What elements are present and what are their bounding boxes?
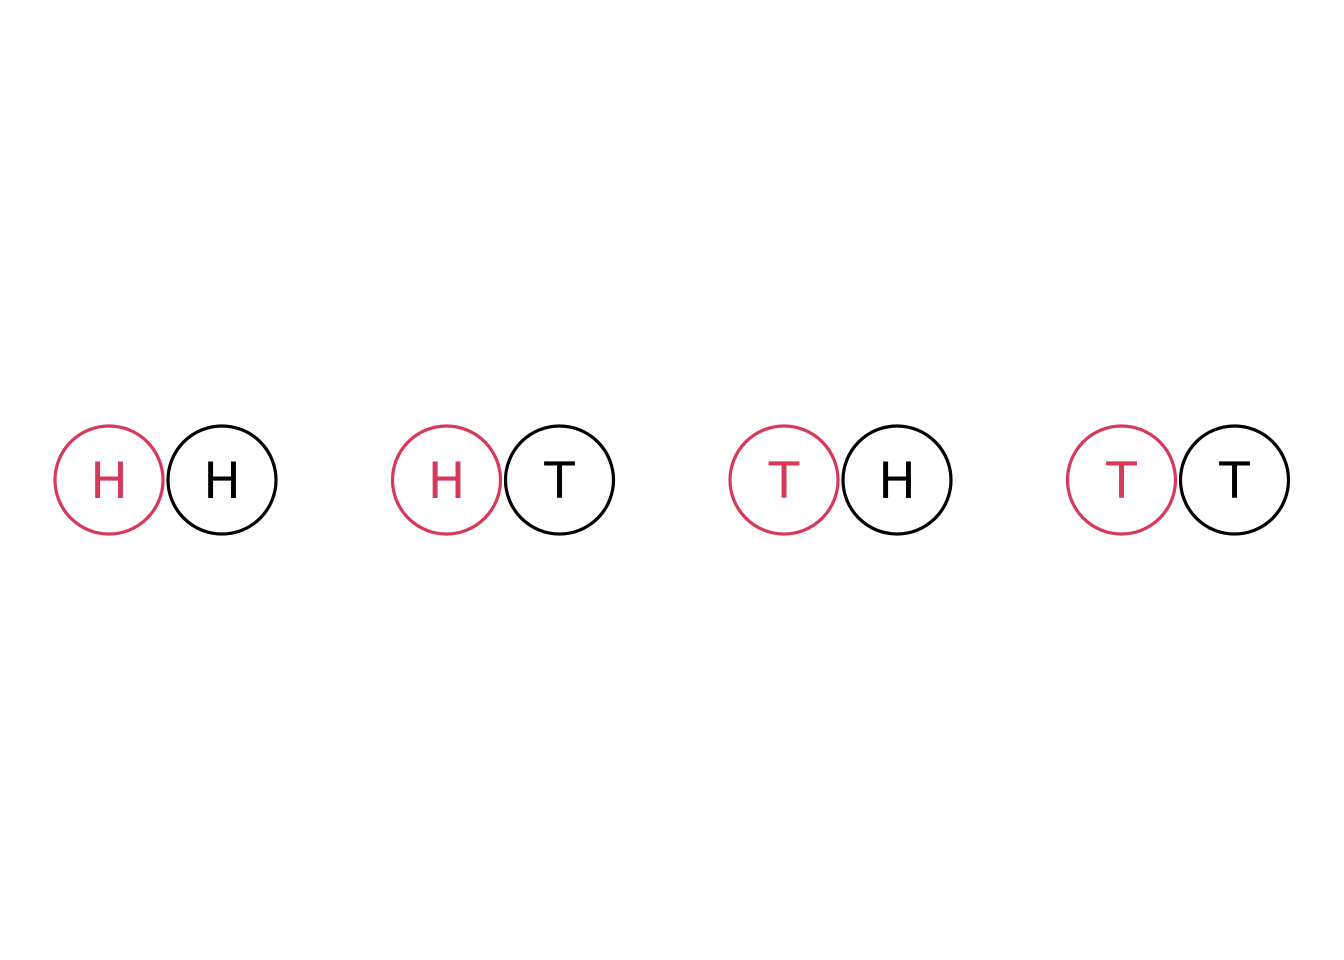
second-coin: T [503, 424, 616, 536]
second-coin: T [1178, 424, 1291, 536]
second-coin-circle [841, 424, 953, 536]
second-coin: H [841, 424, 953, 536]
first-coin-circle [1065, 424, 1178, 536]
first-coin: H [390, 424, 503, 536]
second-coin: H [166, 424, 278, 536]
first-coin: H [53, 424, 165, 536]
second-coin-circle [503, 424, 616, 536]
first-coin-label: T [1105, 452, 1137, 510]
first-coin: T [1065, 424, 1178, 536]
second-coin-circle [1178, 424, 1291, 536]
first-coin-label: H [90, 452, 128, 510]
second-coin-circle [166, 424, 278, 536]
first-coin-label: T [768, 452, 800, 510]
first-coin-label: H [428, 452, 466, 510]
first-coin-circle [390, 424, 503, 536]
second-coin-label: H [203, 452, 241, 510]
first-coin: T [728, 424, 840, 536]
second-coin-label: T [543, 452, 575, 510]
second-coin-label: H [878, 452, 916, 510]
first-coin-circle [728, 424, 840, 536]
first-coin-circle [53, 424, 165, 536]
second-coin-label: T [1218, 452, 1250, 510]
